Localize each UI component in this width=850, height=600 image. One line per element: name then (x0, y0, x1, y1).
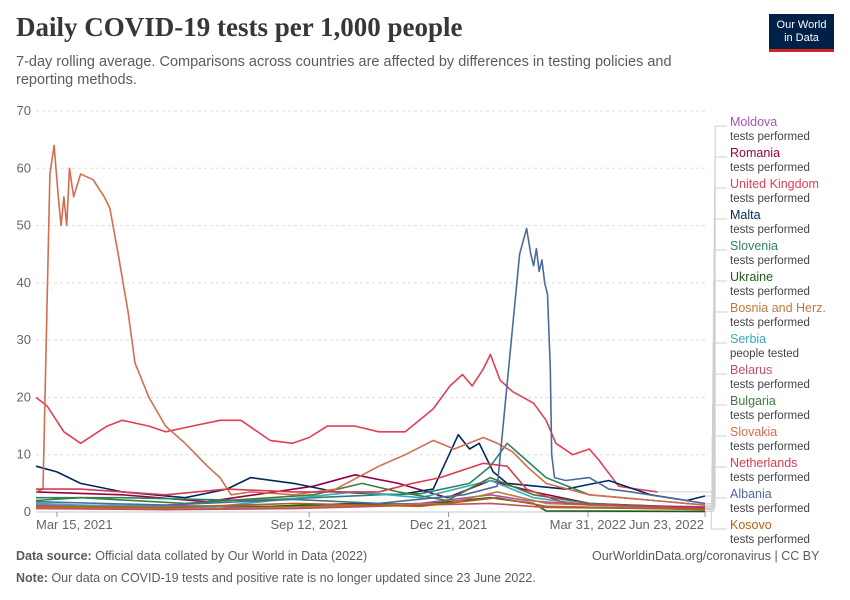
legend-sublabel: tests performed (730, 286, 810, 298)
series-line (36, 462, 706, 510)
data-source-text: Official data collated by Our World in D… (95, 549, 368, 563)
y-tick-label: 10 (17, 447, 31, 462)
legend-label: Bulgaria (730, 394, 776, 408)
legend-sublabel: tests performed (730, 162, 810, 174)
legend-connector (705, 280, 727, 512)
legend-connector (705, 125, 727, 508)
logo-line-2: in Data (784, 32, 819, 44)
legend-label: Belarus (730, 363, 772, 377)
x-tick-label: Dec 21, 2021 (410, 517, 487, 532)
legend-connector (705, 311, 727, 510)
legend-sublabel: tests performed (730, 193, 810, 205)
legend-label: Serbia (730, 332, 766, 346)
y-tick-label: 30 (17, 332, 31, 347)
x-tick-label: Jun 23, 2022 (629, 517, 704, 532)
note-text: Our data on COVID-19 tests and positive … (51, 571, 536, 585)
chart-title: Daily COVID-19 tests per 1,000 people (16, 12, 463, 42)
legend-label: Slovakia (730, 425, 777, 439)
chart-subtitle: 7-day rolling average. Comparisons acros… (16, 54, 672, 88)
legend-label: Slovenia (730, 239, 778, 253)
legend-connector (705, 404, 727, 510)
y-tick-label: 40 (17, 275, 31, 290)
legend-connector (705, 342, 727, 510)
legend-connector (705, 373, 727, 510)
legend-connector (705, 497, 727, 504)
legend-sublabel: tests performed (730, 472, 810, 484)
legend-sublabel: tests performed (730, 441, 810, 453)
legend-label: United Kingdom (730, 177, 819, 191)
legend-sublabel: people tested (730, 348, 799, 360)
series-line (35, 479, 706, 510)
legend-connector (705, 156, 727, 509)
legend-connector (705, 466, 727, 510)
x-tick-label: Mar 31, 2022 (550, 517, 627, 532)
legend-sublabel: tests performed (730, 131, 810, 143)
y-tick-label: 70 (17, 103, 31, 118)
y-tick-label: 0 (24, 504, 31, 519)
legend-connector (705, 435, 727, 506)
x-tick-label: Sep 12, 2021 (270, 517, 347, 532)
legend-label: Albania (730, 487, 772, 501)
legend-label: Malta (730, 208, 761, 222)
owid-logo[interactable]: Our World in Data (769, 14, 834, 52)
legend-sublabel: tests performed (730, 534, 810, 546)
footer-note: Note: Our data on COVID-19 tests and pos… (16, 571, 536, 585)
x-tick-label: Mar 15, 2021 (36, 517, 113, 532)
series-line (35, 496, 706, 511)
legend-sublabel: tests performed (730, 410, 810, 422)
legend-sublabel: tests performed (730, 255, 810, 267)
legend-sublabel: tests performed (730, 224, 810, 236)
y-tick-label: 50 (17, 218, 31, 233)
series-line (35, 353, 658, 493)
series-line (35, 227, 706, 506)
source-link[interactable]: OurWorldinData.org/coronavirus | CC BY (592, 549, 820, 563)
legend-label: Bosnia and Herz. (730, 301, 826, 315)
legend-label: Ukraine (730, 270, 773, 284)
legend-connector (705, 509, 727, 530)
logo-line-1: Our World (776, 19, 827, 31)
y-tick-label: 20 (17, 389, 31, 404)
legend-label: Kosovo (730, 518, 772, 532)
data-source-label: Data source: (16, 549, 92, 563)
legend-label: Netherlands (730, 456, 797, 470)
legend-connector (705, 218, 727, 497)
legend-sublabel: tests performed (730, 317, 810, 329)
series-line (35, 502, 706, 511)
series-line (35, 144, 706, 506)
data-source: Data source: Official data collated by O… (16, 549, 367, 563)
legend-sublabel: tests performed (730, 379, 810, 391)
note-label: Note: (16, 571, 48, 585)
y-tick-label: 60 (17, 160, 31, 175)
legend-sublabel: tests performed (730, 503, 810, 515)
legend-label: Moldova (730, 115, 777, 129)
legend-label: Romania (730, 146, 780, 160)
